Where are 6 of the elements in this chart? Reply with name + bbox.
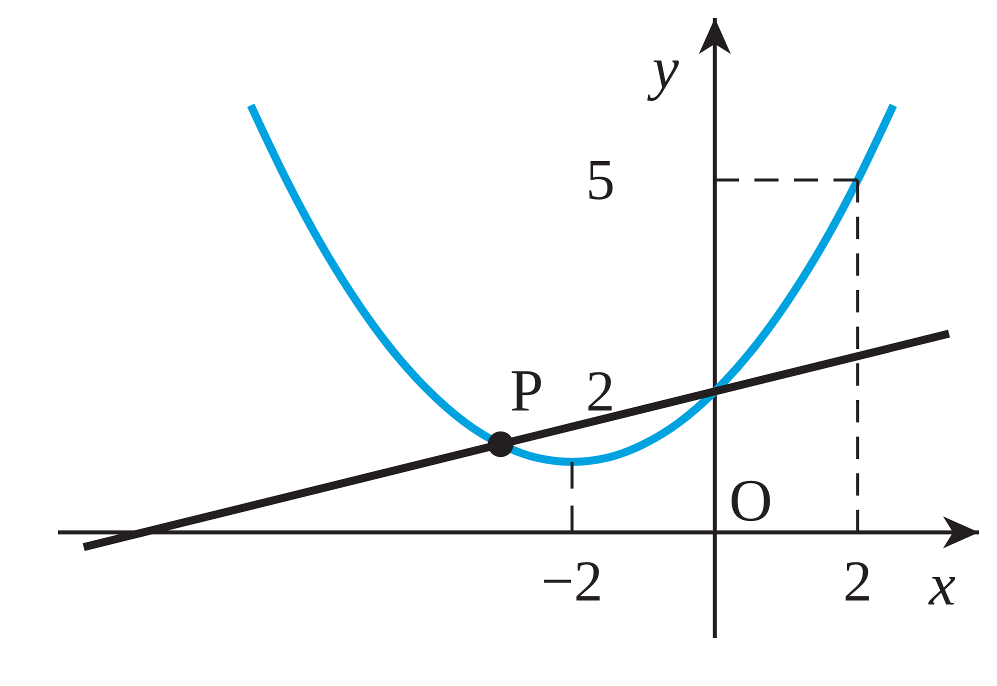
annotation: P: [510, 357, 544, 424]
y-axis-title: y: [646, 35, 680, 101]
x-axis-title: x: [928, 551, 956, 618]
annotation: O: [729, 467, 773, 534]
y-tick-label: 5: [586, 147, 615, 212]
x-tick-label: −2: [541, 548, 603, 614]
